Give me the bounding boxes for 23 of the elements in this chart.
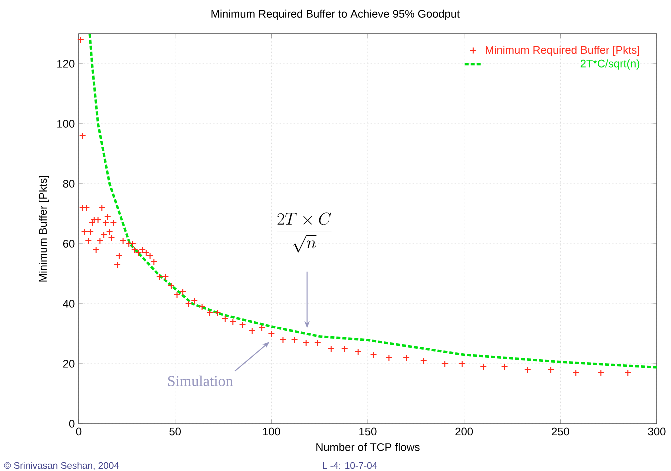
y-tick-label: 0 <box>69 420 75 428</box>
x-tick-label: 250 <box>552 428 570 436</box>
x-tick-label: 0 <box>76 428 82 436</box>
text: 2T*C/sqrt(n) <box>580 60 640 70</box>
legend-label: Minimum Required Buffer [Pkts] <box>486 46 640 56</box>
text: L -4: 10-7-04 <box>323 462 378 470</box>
y-tick-label: 120 <box>58 60 75 68</box>
y-tick-label: 60 <box>63 240 75 248</box>
x-tick-label: 300 <box>648 428 666 436</box>
chart-title: Minimum Required Buffer to Achieve 95% Goodput <box>212 10 460 20</box>
x-tick-label: 200 <box>456 428 474 436</box>
annotation: Simulation <box>168 376 234 386</box>
x-tick-label: 50 <box>170 428 182 436</box>
x-tick-label: 100 <box>263 428 280 436</box>
y-tick-label: 40 <box>63 300 75 308</box>
x-axis-title: Number of TCP flows <box>316 443 420 452</box>
x-tick-label: 150 <box>360 428 377 436</box>
annotation: $\frac{2T\times C}{\sqrt{n}}$ <box>277 212 332 253</box>
y-axis-title: Minimum Buffer [Pkts] <box>39 176 50 282</box>
y-tick-label: 100 <box>58 120 75 128</box>
y-tick-label: 80 <box>63 180 75 188</box>
y-tick-label: 20 <box>63 360 75 368</box>
text: © Srinivasan Seshan, 2004 <box>4 462 120 470</box>
